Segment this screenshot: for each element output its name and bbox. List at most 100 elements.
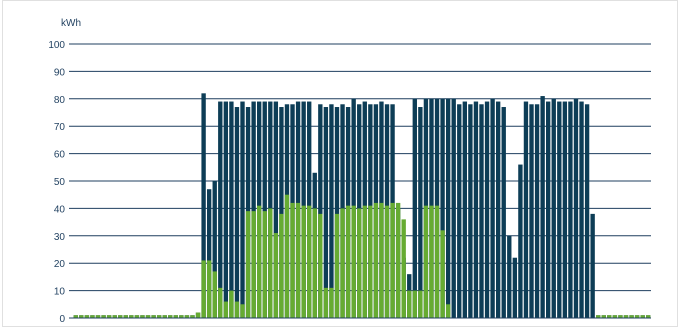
bar-green bbox=[90, 315, 95, 318]
bar-green bbox=[323, 287, 329, 318]
bar-total bbox=[462, 101, 467, 318]
y-tick-label: 60 bbox=[54, 150, 66, 161]
bar-green bbox=[195, 312, 201, 318]
bar-green bbox=[156, 315, 162, 318]
bar-green bbox=[73, 315, 78, 318]
bar-total bbox=[540, 96, 545, 318]
y-tick-label: 30 bbox=[54, 232, 66, 243]
bar-green bbox=[373, 202, 379, 318]
bar-total bbox=[262, 101, 267, 318]
bar-total bbox=[568, 101, 573, 318]
bar-green bbox=[345, 205, 351, 318]
bar-total bbox=[495, 101, 501, 318]
bar-green bbox=[629, 315, 634, 318]
bar-total bbox=[490, 98, 495, 318]
bar-total bbox=[518, 164, 523, 318]
bar-green bbox=[618, 315, 623, 318]
bar-total bbox=[523, 101, 529, 318]
bar-total bbox=[234, 107, 240, 319]
bar-green bbox=[179, 315, 184, 318]
bar-green bbox=[407, 290, 412, 318]
bar-green bbox=[223, 301, 229, 318]
bar-green bbox=[151, 315, 156, 318]
bar-green bbox=[634, 315, 640, 318]
bar-total bbox=[318, 104, 323, 318]
bar-total bbox=[512, 257, 518, 318]
bar-total bbox=[473, 101, 479, 318]
bar-total bbox=[334, 107, 340, 319]
bar-green bbox=[257, 205, 262, 318]
bar-total bbox=[529, 104, 534, 318]
bar-total bbox=[240, 101, 245, 318]
bar-green bbox=[423, 205, 429, 318]
bar-total bbox=[584, 104, 590, 318]
bar-total bbox=[562, 101, 568, 318]
bar-green bbox=[118, 315, 123, 318]
bar-green bbox=[106, 315, 112, 318]
bar-total bbox=[557, 101, 562, 318]
bar-total bbox=[323, 107, 329, 319]
bar-total bbox=[273, 101, 279, 318]
bar-green bbox=[607, 315, 612, 318]
bar-green bbox=[240, 304, 245, 318]
y-tick-label: 40 bbox=[54, 204, 66, 215]
bar-total bbox=[573, 98, 579, 318]
bar-total bbox=[218, 101, 223, 318]
bar-green bbox=[229, 290, 234, 318]
bar-total bbox=[412, 98, 417, 318]
bar-green bbox=[340, 208, 345, 318]
bar-total bbox=[546, 101, 551, 318]
bar-green bbox=[273, 233, 279, 318]
bar-green bbox=[284, 194, 290, 318]
bar-total bbox=[457, 104, 462, 318]
bar-green bbox=[307, 205, 312, 318]
bar-green bbox=[84, 315, 90, 318]
bar-green bbox=[395, 202, 401, 318]
bar-green bbox=[412, 290, 417, 318]
bar-total bbox=[201, 93, 206, 318]
bar-green bbox=[329, 287, 334, 318]
bar-total bbox=[206, 189, 212, 318]
bar-total bbox=[229, 101, 234, 318]
bar-green bbox=[268, 208, 273, 318]
bar-total bbox=[223, 101, 229, 318]
y-axis-ticks: 0 10 20 30 40 50 60 70 80 90 100 bbox=[48, 40, 65, 325]
y-tick-label: 80 bbox=[54, 95, 66, 106]
bar-green bbox=[379, 202, 384, 318]
bar-total bbox=[468, 104, 473, 318]
bar-green bbox=[384, 205, 390, 318]
energy-chart: kWh 0 10 20 30 40 50 60 70 80 90 100 bbox=[48, 18, 651, 325]
bar-green bbox=[418, 290, 423, 318]
bar-total bbox=[329, 104, 334, 318]
bar-green bbox=[290, 202, 295, 318]
bar-total bbox=[479, 104, 484, 318]
bar-green bbox=[279, 213, 284, 318]
bar-total bbox=[440, 98, 445, 318]
bar-green bbox=[95, 315, 101, 318]
series-total-bars bbox=[73, 93, 651, 319]
bar-green bbox=[140, 315, 145, 318]
bar-green bbox=[173, 315, 178, 318]
bar-total bbox=[534, 104, 540, 318]
bar-total bbox=[212, 181, 217, 318]
bar-green bbox=[134, 315, 140, 318]
bar-green bbox=[190, 315, 195, 318]
bar-total bbox=[445, 98, 451, 318]
y-tick-label: 70 bbox=[54, 122, 66, 133]
bar-green bbox=[401, 219, 406, 318]
series-green-bars bbox=[73, 194, 651, 318]
bar-green bbox=[184, 315, 190, 318]
bar-green bbox=[351, 205, 356, 318]
bar-total bbox=[484, 101, 490, 318]
bar-green bbox=[145, 315, 151, 318]
y-tick-label: 10 bbox=[54, 287, 66, 298]
bar-green bbox=[440, 230, 445, 318]
bar-green bbox=[318, 213, 323, 318]
y-tick-label: 20 bbox=[54, 259, 66, 270]
bar-green bbox=[390, 202, 395, 318]
bar-total bbox=[590, 213, 595, 318]
bar-green bbox=[162, 315, 167, 318]
bar-green bbox=[612, 315, 618, 318]
bar-green bbox=[212, 271, 217, 318]
bar-total bbox=[251, 101, 256, 318]
